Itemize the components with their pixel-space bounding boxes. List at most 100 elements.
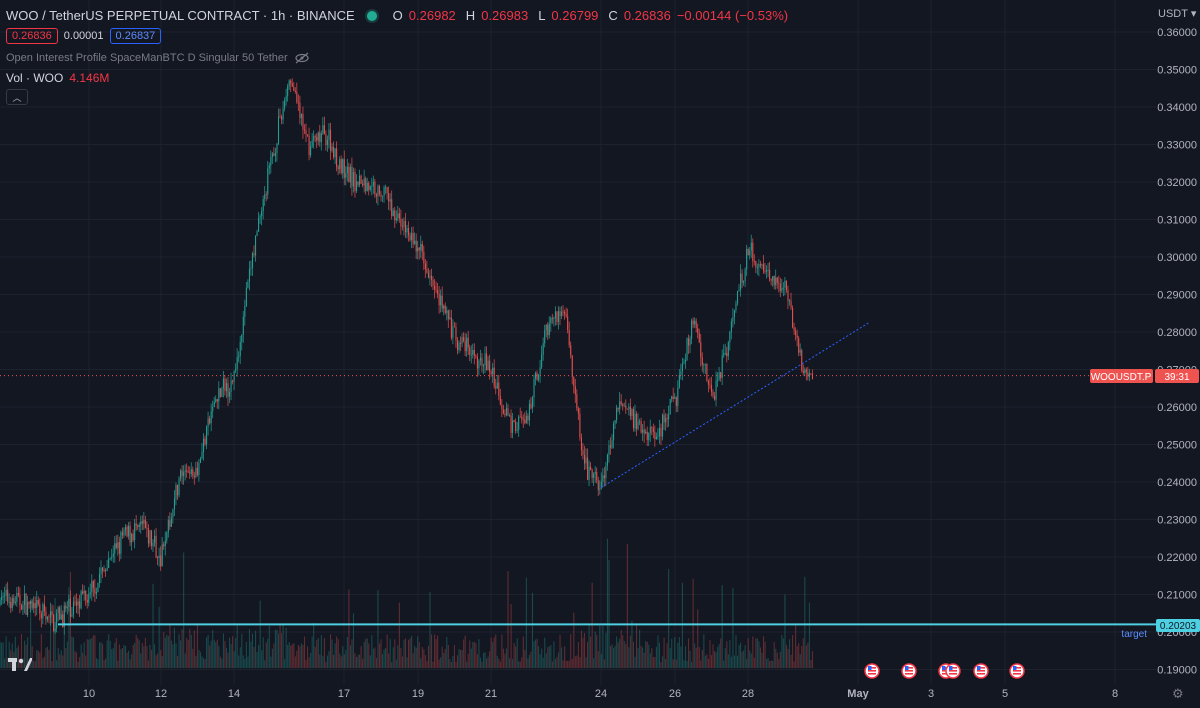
volume-bar <box>438 659 440 668</box>
candle-body <box>91 581 93 593</box>
volume-bar <box>463 639 465 668</box>
candle-body <box>438 294 440 306</box>
volume-bar <box>643 652 645 668</box>
candle-body <box>366 183 368 191</box>
volume-bar <box>811 651 814 668</box>
candle-body <box>655 436 657 440</box>
time-tick-label: 14 <box>228 688 240 700</box>
volume-bar <box>672 659 674 668</box>
candle-body <box>229 391 231 397</box>
candle-body <box>310 146 312 156</box>
volume-bar <box>167 636 169 668</box>
sell-button[interactable]: 0.26836 <box>6 28 58 44</box>
candle-body <box>535 372 537 380</box>
candle-body <box>484 353 486 366</box>
currency-selector[interactable]: USDT ▾ <box>1158 7 1196 20</box>
volume-bar <box>43 656 45 668</box>
volume-bar <box>189 628 191 668</box>
volume-bar <box>57 647 59 668</box>
volume-label[interactable]: Vol · WOO <box>6 71 64 85</box>
eye-crossed-icon[interactable] <box>294 52 310 64</box>
candle-body <box>277 116 280 144</box>
candle-body <box>152 543 154 547</box>
tradingview-logo-icon[interactable] <box>8 658 33 676</box>
volume-bar <box>585 657 587 668</box>
oi-indicator-title[interactable]: Open Interest Profile SpaceManBTC D Sing… <box>6 52 288 64</box>
volume-bar <box>580 630 582 668</box>
volume-bar <box>288 642 290 668</box>
us-flag-icon[interactable] <box>945 663 961 679</box>
oi-indicator-legend[interactable]: Open Interest Profile SpaceManBTC D Sing… <box>6 52 310 64</box>
candle-body <box>515 421 517 431</box>
trend-line[interactable] <box>600 322 870 489</box>
chart-legend-title[interactable]: WOO / TetherUS PERPETUAL CONTRACT · 1h ·… <box>6 8 788 23</box>
candle-body <box>195 467 197 478</box>
candle-body <box>508 415 511 417</box>
price-axis[interactable] <box>1156 0 1200 708</box>
buy-button[interactable]: 0.26837 <box>109 28 162 44</box>
us-flag-icon[interactable] <box>901 663 917 679</box>
candle-body <box>225 383 228 392</box>
candle-body <box>169 520 171 527</box>
economic-events[interactable] <box>864 663 1025 679</box>
candle-body <box>167 520 169 533</box>
candle-body <box>112 553 114 557</box>
volume-bar <box>105 658 107 668</box>
volume-bar <box>587 641 589 668</box>
volume-bar <box>30 598 32 668</box>
candle-body <box>326 139 329 146</box>
candle-body <box>302 114 304 130</box>
candle-body <box>635 413 638 430</box>
volume-bar <box>121 648 123 668</box>
volume-bar <box>599 625 601 668</box>
volume-bar <box>639 629 641 668</box>
volume-bar <box>688 638 690 668</box>
candle-body <box>374 181 376 195</box>
candle-body <box>281 116 283 120</box>
market-status-icon <box>366 10 377 21</box>
candle-body <box>382 196 384 197</box>
volume-bar <box>147 660 150 668</box>
collapse-legend-button[interactable]: ︿ <box>6 89 28 105</box>
candle-body <box>614 420 616 424</box>
volume-bar <box>328 650 330 668</box>
candle-body <box>694 320 696 325</box>
volume-bar <box>5 636 7 668</box>
volume-bar <box>230 644 232 668</box>
candle-body <box>544 330 546 344</box>
price-tick-label: 0.32000 <box>1157 177 1197 189</box>
candle-body <box>2 595 4 598</box>
volume-bar <box>45 647 47 668</box>
candle-body <box>48 616 50 618</box>
candle-body <box>291 83 293 87</box>
volume-bar <box>109 640 111 668</box>
grid-lines <box>0 0 1156 685</box>
volume-bar <box>297 644 299 668</box>
ohlc-open-value: 0.26982 <box>408 8 456 23</box>
volume-bar <box>409 638 411 668</box>
volume-bar <box>605 632 607 668</box>
candle-body <box>559 311 561 317</box>
candle-body <box>631 409 633 416</box>
candle-body <box>675 397 677 406</box>
us-flag-icon[interactable] <box>864 663 880 679</box>
candle-body <box>619 401 621 410</box>
volume-bar <box>440 657 442 668</box>
candle-body <box>34 602 36 608</box>
gear-icon[interactable]: ⚙ <box>1172 686 1184 701</box>
time-tick-label: 19 <box>412 688 424 700</box>
candle-body <box>469 347 471 355</box>
symbol-title[interactable]: WOO / TetherUS PERPETUAL CONTRACT · 1h ·… <box>6 8 355 23</box>
volume-bar <box>735 635 737 668</box>
us-flag-icon[interactable] <box>973 663 989 679</box>
volume-bar <box>729 640 731 668</box>
us-flag-icon[interactable] <box>1009 663 1025 679</box>
volume-bar <box>207 635 209 668</box>
candle-body <box>720 372 722 379</box>
volume-bar <box>388 653 390 668</box>
volume-legend[interactable]: Vol · WOO 4.146M <box>6 71 109 85</box>
candle-body <box>782 287 784 289</box>
price-tick-label: 0.24000 <box>1157 477 1197 489</box>
candle-body <box>322 125 324 134</box>
